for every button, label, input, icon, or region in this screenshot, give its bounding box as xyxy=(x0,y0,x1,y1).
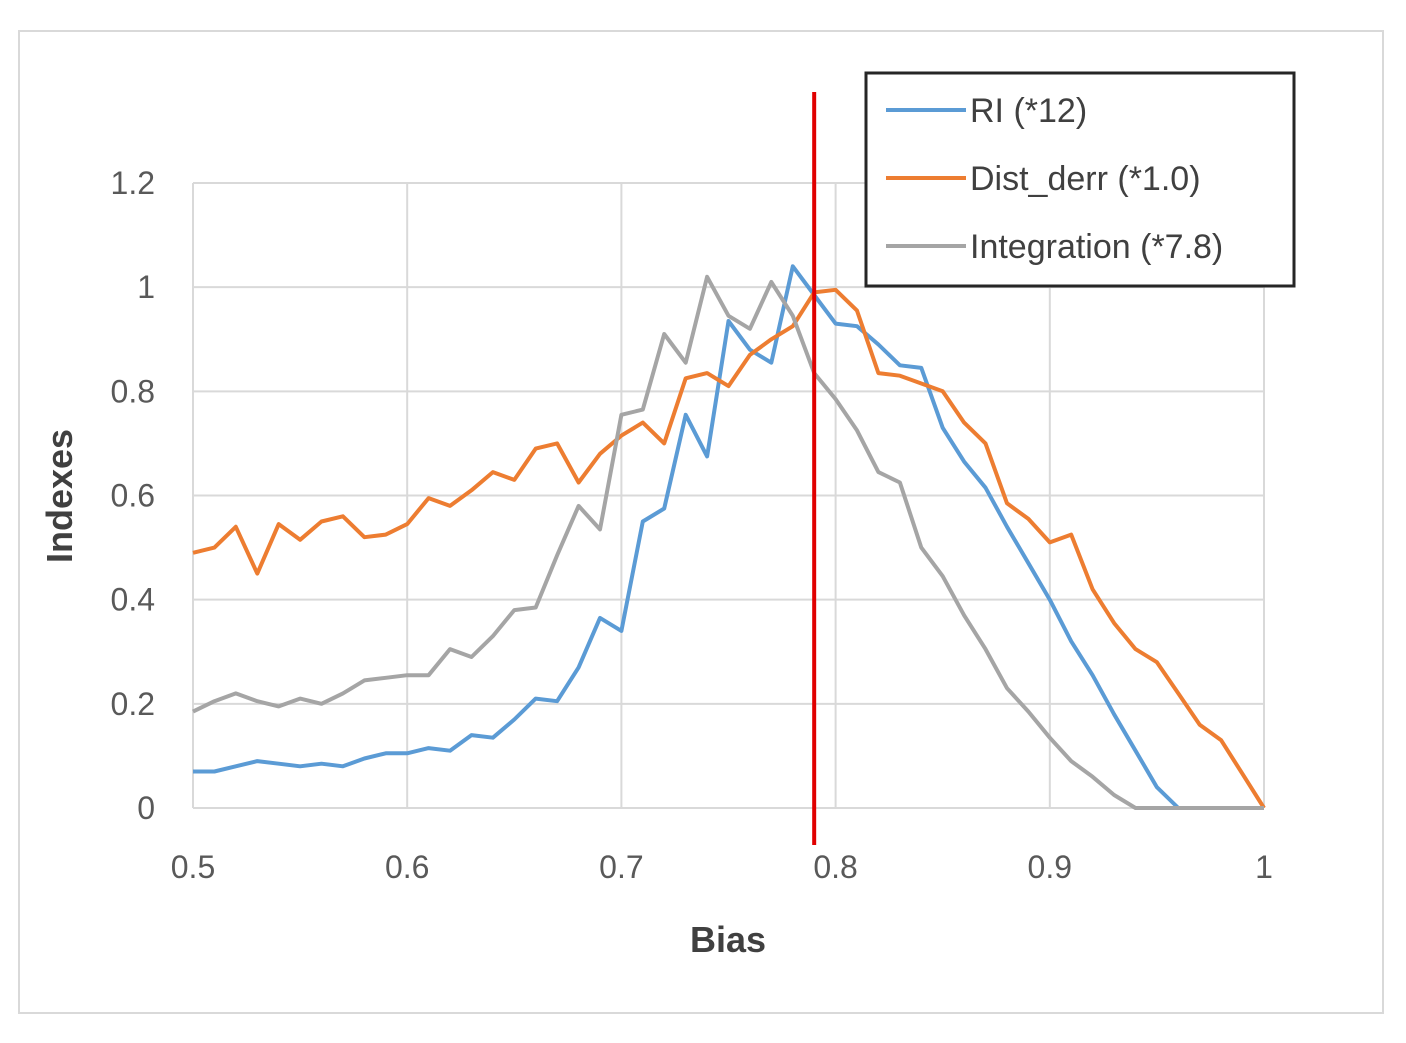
y-tick-label: 0 xyxy=(137,790,155,826)
x-tick-label: 0.5 xyxy=(171,849,215,885)
y-tick-label: 1.2 xyxy=(111,165,155,201)
tick-labels: 0 0.2 0.4 0.6 0.8 1 1.2 0.5 0.6 0.7 0.8 0.9 1 xyxy=(111,165,1273,885)
y-axis-title: Indexes xyxy=(39,429,80,563)
legend-label: Dist_derr (*1.0) xyxy=(970,160,1201,198)
x-tick-label: 0.9 xyxy=(1028,849,1072,885)
y-tick-label: 1 xyxy=(137,269,155,305)
legend-label: Integration (*7.8) xyxy=(970,228,1223,266)
series-lines xyxy=(192,264,1266,810)
y-tick-label: 0.4 xyxy=(111,582,155,618)
x-tick-label: 0.7 xyxy=(599,849,643,885)
legend-label: RI (*12) xyxy=(970,92,1087,130)
series-line-1 xyxy=(192,287,1266,810)
series-line-2 xyxy=(192,274,1264,810)
y-tick-label: 0.6 xyxy=(111,478,155,514)
x-axis-title: Bias xyxy=(690,919,766,960)
legend: RI (*12) Dist_derr (*1.0) Integration (*7.… xyxy=(864,71,1296,288)
y-tick-label: 0.2 xyxy=(111,686,155,722)
series-line-0 xyxy=(193,264,1264,810)
x-tick-label: 0.6 xyxy=(385,849,429,885)
y-tick-label: 0.8 xyxy=(111,373,155,409)
x-tick-label: 0.8 xyxy=(813,849,857,885)
x-tick-label: 1 xyxy=(1255,849,1273,885)
